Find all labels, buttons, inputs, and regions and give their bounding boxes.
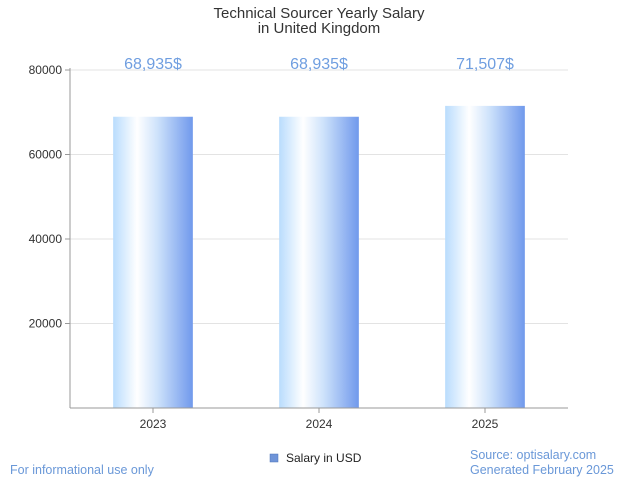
bars xyxy=(113,105,525,408)
bar-2024[interactable] xyxy=(279,116,359,408)
legend-swatch xyxy=(269,453,279,463)
data-label-2023: 68,935$ xyxy=(124,56,182,73)
data-label-2024: 68,935$ xyxy=(290,56,348,73)
footer-disclaimer: For informational use only xyxy=(10,463,155,477)
chart-title-line-1: Technical Sourcer Yearly Salary xyxy=(214,5,425,22)
data-label-2025: 71,507$ xyxy=(456,56,514,73)
bar-2023[interactable] xyxy=(113,116,193,408)
y-tick-label: 80000 xyxy=(29,63,63,77)
x-tick-label-2025: 2025 xyxy=(472,417,499,431)
y-tick-label: 20000 xyxy=(29,317,63,331)
y-tick-label: 60000 xyxy=(29,148,63,162)
y-tick-label: 40000 xyxy=(29,232,63,246)
axes: 20000 40000 60000 80000 2023 2024 2025 xyxy=(29,63,568,431)
footer-generated: Generated February 2025 xyxy=(470,463,614,477)
legend-label: Salary in USD xyxy=(286,451,362,465)
x-tick-label-2024: 2024 xyxy=(306,417,333,431)
chart-title-line-2: in United Kingdom xyxy=(258,20,381,37)
data-labels: 68,935$ 68,935$ 71,507$ xyxy=(124,56,514,73)
x-tick-label-2023: 2023 xyxy=(140,417,167,431)
legend[interactable]: Salary in USD xyxy=(269,451,362,465)
footer-source[interactable]: Source: optisalary.com xyxy=(470,448,596,462)
bar-2025[interactable] xyxy=(445,105,525,408)
